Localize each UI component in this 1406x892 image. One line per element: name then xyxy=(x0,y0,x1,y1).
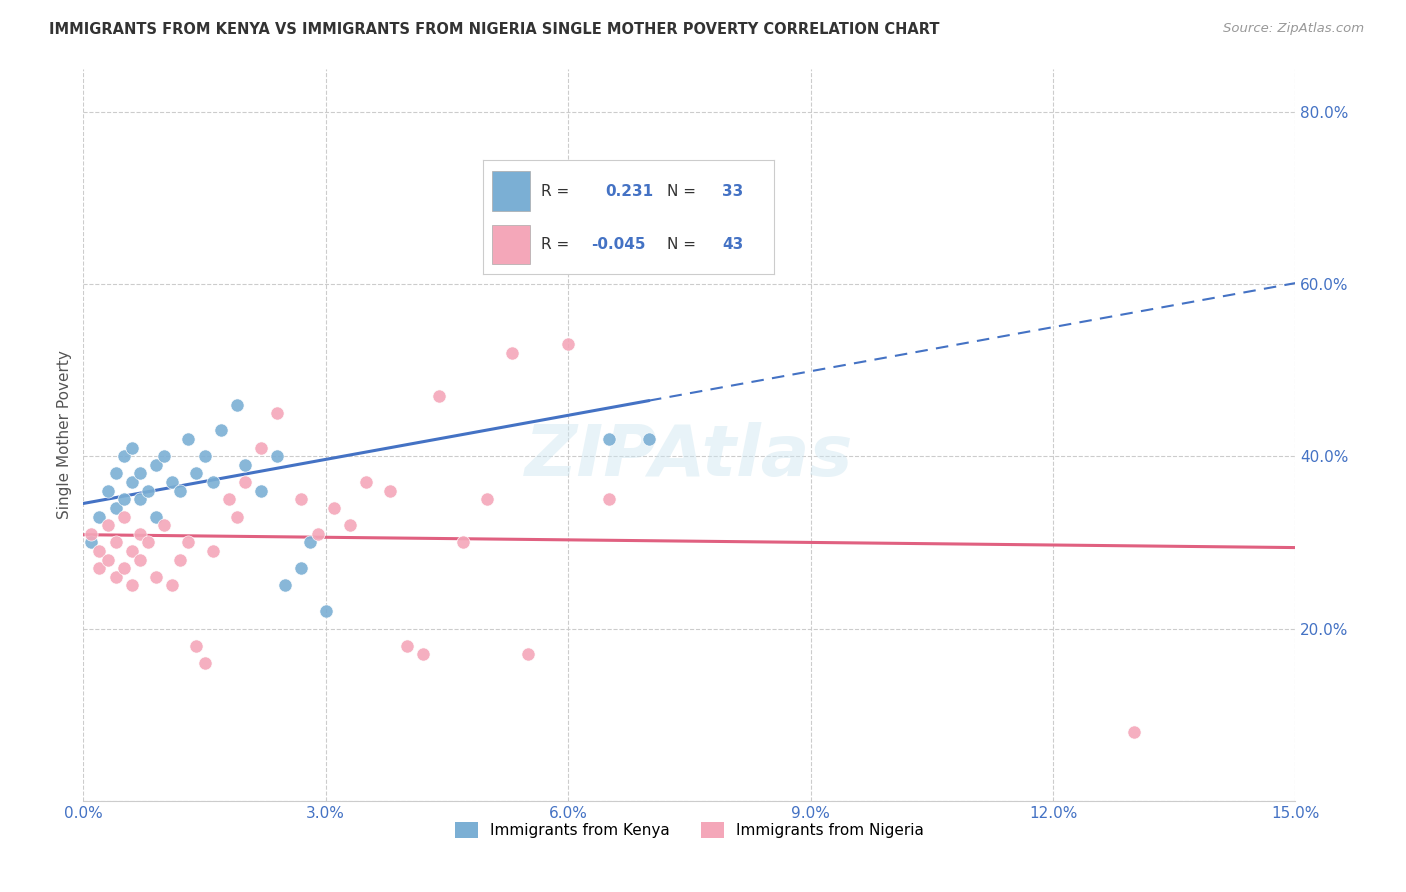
Point xyxy=(209,424,232,438)
Point xyxy=(193,656,215,670)
Point xyxy=(322,500,344,515)
Text: Source: ZipAtlas.com: Source: ZipAtlas.com xyxy=(1223,22,1364,36)
Point xyxy=(412,648,434,662)
Point xyxy=(395,639,418,653)
Point xyxy=(290,561,312,575)
Point xyxy=(112,449,135,463)
Point xyxy=(128,467,150,481)
Point xyxy=(112,509,135,524)
Point xyxy=(153,449,176,463)
Point xyxy=(477,492,499,507)
Legend: Immigrants from Kenya, Immigrants from Nigeria: Immigrants from Kenya, Immigrants from N… xyxy=(449,816,929,845)
Point xyxy=(186,467,208,481)
Point xyxy=(1122,725,1144,739)
Y-axis label: Single Mother Poverty: Single Mother Poverty xyxy=(58,351,72,519)
Point xyxy=(160,475,183,489)
Point xyxy=(186,639,208,653)
Point xyxy=(177,535,200,549)
Point xyxy=(153,518,176,533)
Point xyxy=(121,578,143,592)
Point xyxy=(598,492,620,507)
Point xyxy=(501,346,523,360)
Point xyxy=(104,500,127,515)
Point xyxy=(169,552,191,566)
Text: ZIPAtlas: ZIPAtlas xyxy=(524,422,853,491)
Point xyxy=(201,544,224,558)
Point xyxy=(193,449,215,463)
Point xyxy=(80,535,103,549)
Point xyxy=(266,449,288,463)
Point xyxy=(121,441,143,455)
Point xyxy=(298,535,321,549)
Point xyxy=(225,509,247,524)
Point xyxy=(169,483,191,498)
Point xyxy=(380,483,402,498)
Point xyxy=(516,648,538,662)
Point xyxy=(598,432,620,446)
Point xyxy=(112,561,135,575)
Point xyxy=(250,441,273,455)
Point xyxy=(104,535,127,549)
Point xyxy=(121,544,143,558)
Point xyxy=(250,483,273,498)
Point xyxy=(354,475,377,489)
Point xyxy=(104,570,127,584)
Point xyxy=(160,578,183,592)
Point xyxy=(104,467,127,481)
Point xyxy=(145,570,167,584)
Point xyxy=(233,475,256,489)
Point xyxy=(274,578,297,592)
Point xyxy=(315,604,337,618)
Point xyxy=(89,561,111,575)
Text: IMMIGRANTS FROM KENYA VS IMMIGRANTS FROM NIGERIA SINGLE MOTHER POVERTY CORRELATI: IMMIGRANTS FROM KENYA VS IMMIGRANTS FROM… xyxy=(49,22,939,37)
Point xyxy=(145,458,167,472)
Point xyxy=(121,475,143,489)
Point xyxy=(339,518,361,533)
Point xyxy=(266,406,288,420)
Point xyxy=(233,458,256,472)
Point xyxy=(290,492,312,507)
Point xyxy=(96,483,118,498)
Point xyxy=(427,389,450,403)
Point xyxy=(218,492,240,507)
Point xyxy=(128,526,150,541)
Point xyxy=(128,552,150,566)
Point xyxy=(557,191,579,205)
Point xyxy=(145,509,167,524)
Point xyxy=(225,398,247,412)
Point xyxy=(638,432,661,446)
Point xyxy=(451,535,474,549)
Point xyxy=(96,552,118,566)
Point xyxy=(136,483,159,498)
Point xyxy=(80,526,103,541)
Point xyxy=(557,337,579,351)
Point xyxy=(89,509,111,524)
Point xyxy=(307,526,329,541)
Point xyxy=(128,492,150,507)
Point xyxy=(112,492,135,507)
Point xyxy=(96,518,118,533)
Point xyxy=(177,432,200,446)
Point xyxy=(136,535,159,549)
Point xyxy=(89,544,111,558)
Point xyxy=(201,475,224,489)
